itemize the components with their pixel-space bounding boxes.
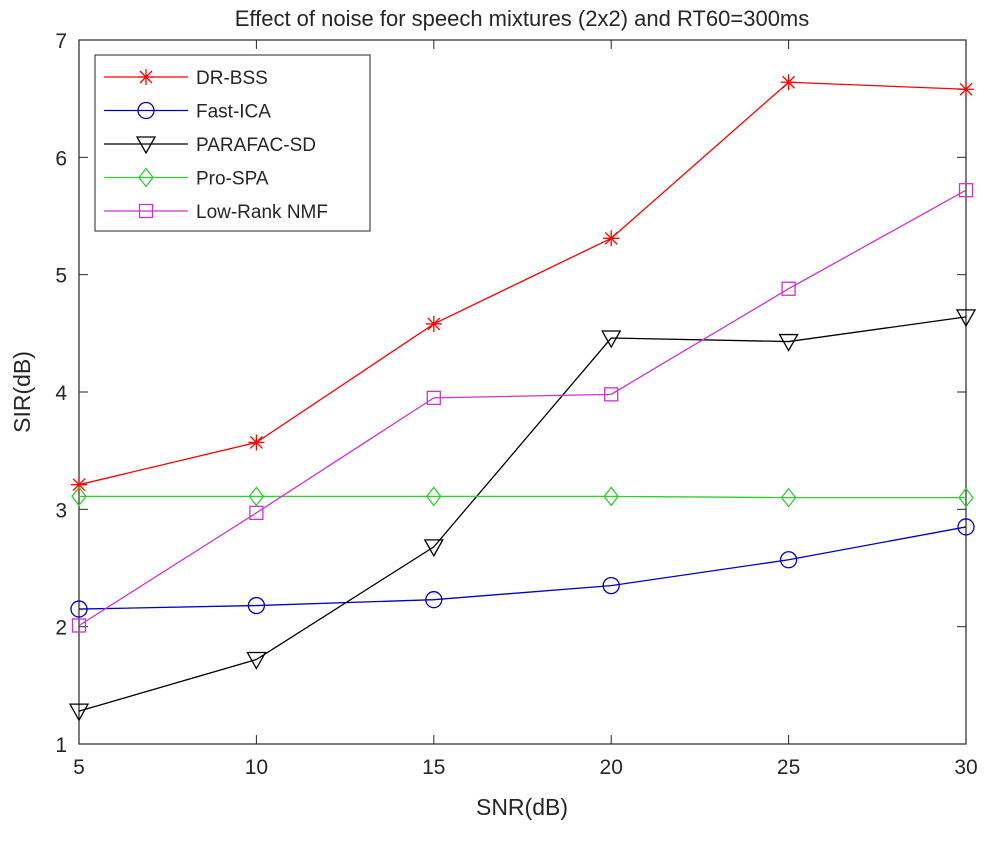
square-marker: [604, 387, 619, 402]
diamond-marker: [138, 167, 154, 188]
y-tick-label: 3: [55, 499, 67, 522]
circle-marker: [70, 600, 88, 618]
series-line: [78, 526, 967, 610]
triangle-marker: [955, 309, 977, 328]
x-tick-label: 30: [954, 756, 977, 779]
square-marker: [249, 505, 264, 521]
legend-item: Fast-ICA: [104, 102, 271, 123]
circle-marker: [602, 576, 620, 595]
asterisk-marker: [958, 81, 974, 98]
legend-label: DR-BSS: [196, 68, 268, 89]
legend-item: PARAFAC-SD: [104, 135, 316, 156]
legend-item: Pro-SPA: [104, 167, 269, 190]
diamond-marker: [425, 486, 442, 507]
x-tick-label: 15: [422, 756, 445, 779]
triangle-marker: [423, 539, 444, 558]
legend: DR-BSS Fast-ICA PARAFAC-SD Pro-SPA Low-Rank …: [94, 54, 371, 232]
asterisk-marker: [425, 315, 442, 332]
square-marker: [958, 183, 974, 198]
y-tick-label: 2: [55, 617, 67, 640]
square-marker: [426, 390, 441, 406]
circle-marker: [137, 101, 155, 120]
asterisk-marker: [780, 74, 797, 91]
x-axis-label: SNR(dB): [476, 794, 568, 820]
circle-marker: [247, 596, 266, 615]
y-tick-label: 6: [55, 147, 67, 170]
y-tick-label: 7: [55, 30, 67, 53]
x-tick-label: 25: [777, 756, 800, 779]
y-tick-label: 4: [55, 382, 67, 405]
asterisk-marker: [248, 434, 265, 451]
series-line: [78, 81, 967, 486]
x-tick-label: 10: [245, 756, 268, 779]
square-marker: [71, 618, 87, 633]
series-line: [78, 189, 967, 627]
series-fast-ica: [70, 518, 975, 618]
y-tick-label: 1: [55, 734, 67, 757]
series-dr-bss: [71, 74, 974, 493]
legend-label: Fast-ICA: [196, 102, 271, 123]
series-parafac-sd: [68, 309, 977, 722]
circle-marker: [425, 591, 443, 609]
triangle-marker: [135, 136, 157, 155]
series-line: [79, 495, 966, 499]
legend-item: DR-BSS: [104, 68, 268, 89]
triangle-marker: [246, 651, 267, 670]
asterisk-marker: [71, 476, 87, 493]
legend-item: Low-Rank NMF: [104, 202, 328, 223]
asterisk-marker: [603, 230, 620, 247]
diamond-marker: [780, 487, 797, 508]
square-marker: [781, 281, 796, 296]
y-axis-label: SIR(dB): [9, 351, 35, 433]
square-marker: [138, 203, 154, 219]
asterisk-marker: [138, 69, 154, 85]
triangle-marker: [778, 333, 799, 352]
chart-title: Effect of noise for speech mixtures (2x2…: [235, 6, 810, 31]
series-line: [78, 316, 967, 712]
triangle-marker: [601, 330, 622, 349]
y-tick-label: 5: [55, 265, 67, 288]
triangle-marker: [68, 703, 90, 722]
diamond-marker: [958, 487, 974, 508]
circle-marker: [957, 518, 975, 536]
series-low-rank-nmf: [71, 183, 974, 633]
diamond-marker: [603, 486, 620, 507]
circle-marker: [779, 551, 798, 569]
x-tick-label: 5: [73, 756, 85, 779]
diamond-marker: [71, 486, 87, 507]
legend-label: PARAFAC-SD: [196, 135, 316, 156]
legend-label: Pro-SPA: [196, 169, 269, 190]
series-pro-spa: [71, 486, 974, 508]
legend-label: Low-Rank NMF: [196, 202, 328, 223]
diamond-marker: [248, 486, 265, 507]
x-tick-label: 20: [600, 756, 623, 779]
